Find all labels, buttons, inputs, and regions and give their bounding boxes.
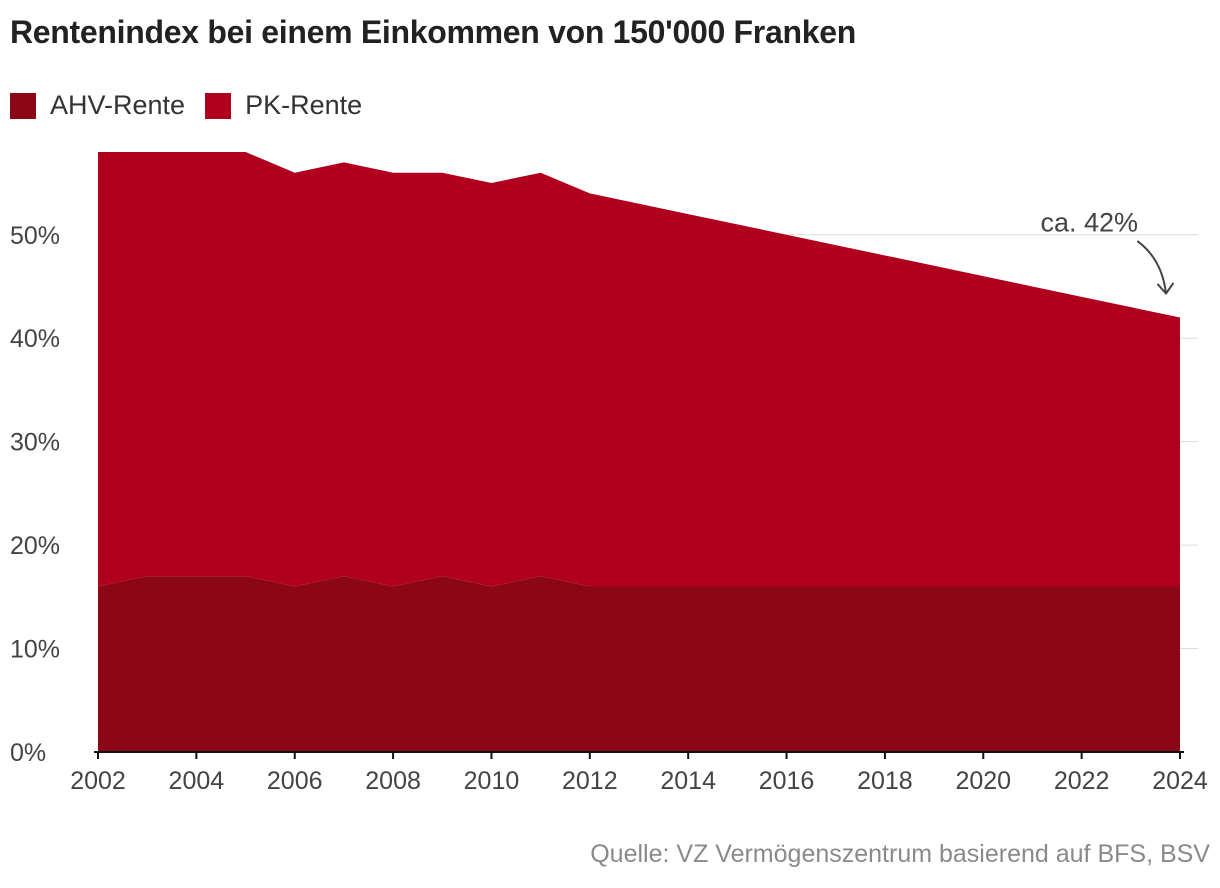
x-tick-label-2004: 2004: [169, 767, 225, 795]
x-tick-label-2002: 2002: [70, 767, 126, 795]
annotation-label: ca. 42%: [1040, 208, 1138, 238]
chart-title: Rentenindex bei einem Einkommen von 150'…: [10, 14, 856, 50]
annotation-arrow-head: [1157, 282, 1174, 295]
y-tick-label-50pct: 50%: [10, 222, 60, 250]
source-note: Quelle: VZ Vermögenszentrum basierend au…: [590, 840, 1210, 868]
y-tick-label-0pct: 0%: [10, 739, 46, 767]
legend-label-pk: PK-Rente: [245, 90, 363, 120]
area-pk-rente: [98, 152, 1180, 587]
legend: AHV-Rente PK-Rente: [10, 90, 382, 121]
x-tick-label-2018: 2018: [857, 767, 913, 795]
legend-swatch-pk: [205, 92, 232, 119]
x-tick-label-2016: 2016: [759, 767, 815, 795]
legend-label-ahv: AHV-Rente: [50, 90, 186, 120]
y-tick-label-20pct: 20%: [10, 532, 60, 560]
annotation-arrow: [1137, 240, 1167, 295]
x-tick-label-2012: 2012: [562, 767, 618, 795]
x-tick-label-2008: 2008: [365, 767, 421, 795]
x-tick-label-2020: 2020: [955, 767, 1011, 795]
x-tick-label-2006: 2006: [267, 767, 323, 795]
legend-swatch-ahv: [10, 92, 36, 119]
legend-item-pk[interactable]: PK-Rente: [205, 90, 362, 121]
y-tick-label-40pct: 40%: [10, 325, 60, 353]
area-ahv-rente: [98, 576, 1180, 752]
x-tick-label-2010: 2010: [464, 767, 520, 795]
y-tick-label-30pct: 30%: [10, 429, 60, 457]
x-tick-label-2022: 2022: [1054, 767, 1110, 795]
x-tick-label-2024: 2024: [1152, 767, 1208, 795]
x-tick-label-2014: 2014: [660, 767, 716, 795]
legend-item-ahv[interactable]: AHV-Rente: [10, 90, 185, 121]
y-tick-label-10pct: 10%: [10, 636, 60, 664]
